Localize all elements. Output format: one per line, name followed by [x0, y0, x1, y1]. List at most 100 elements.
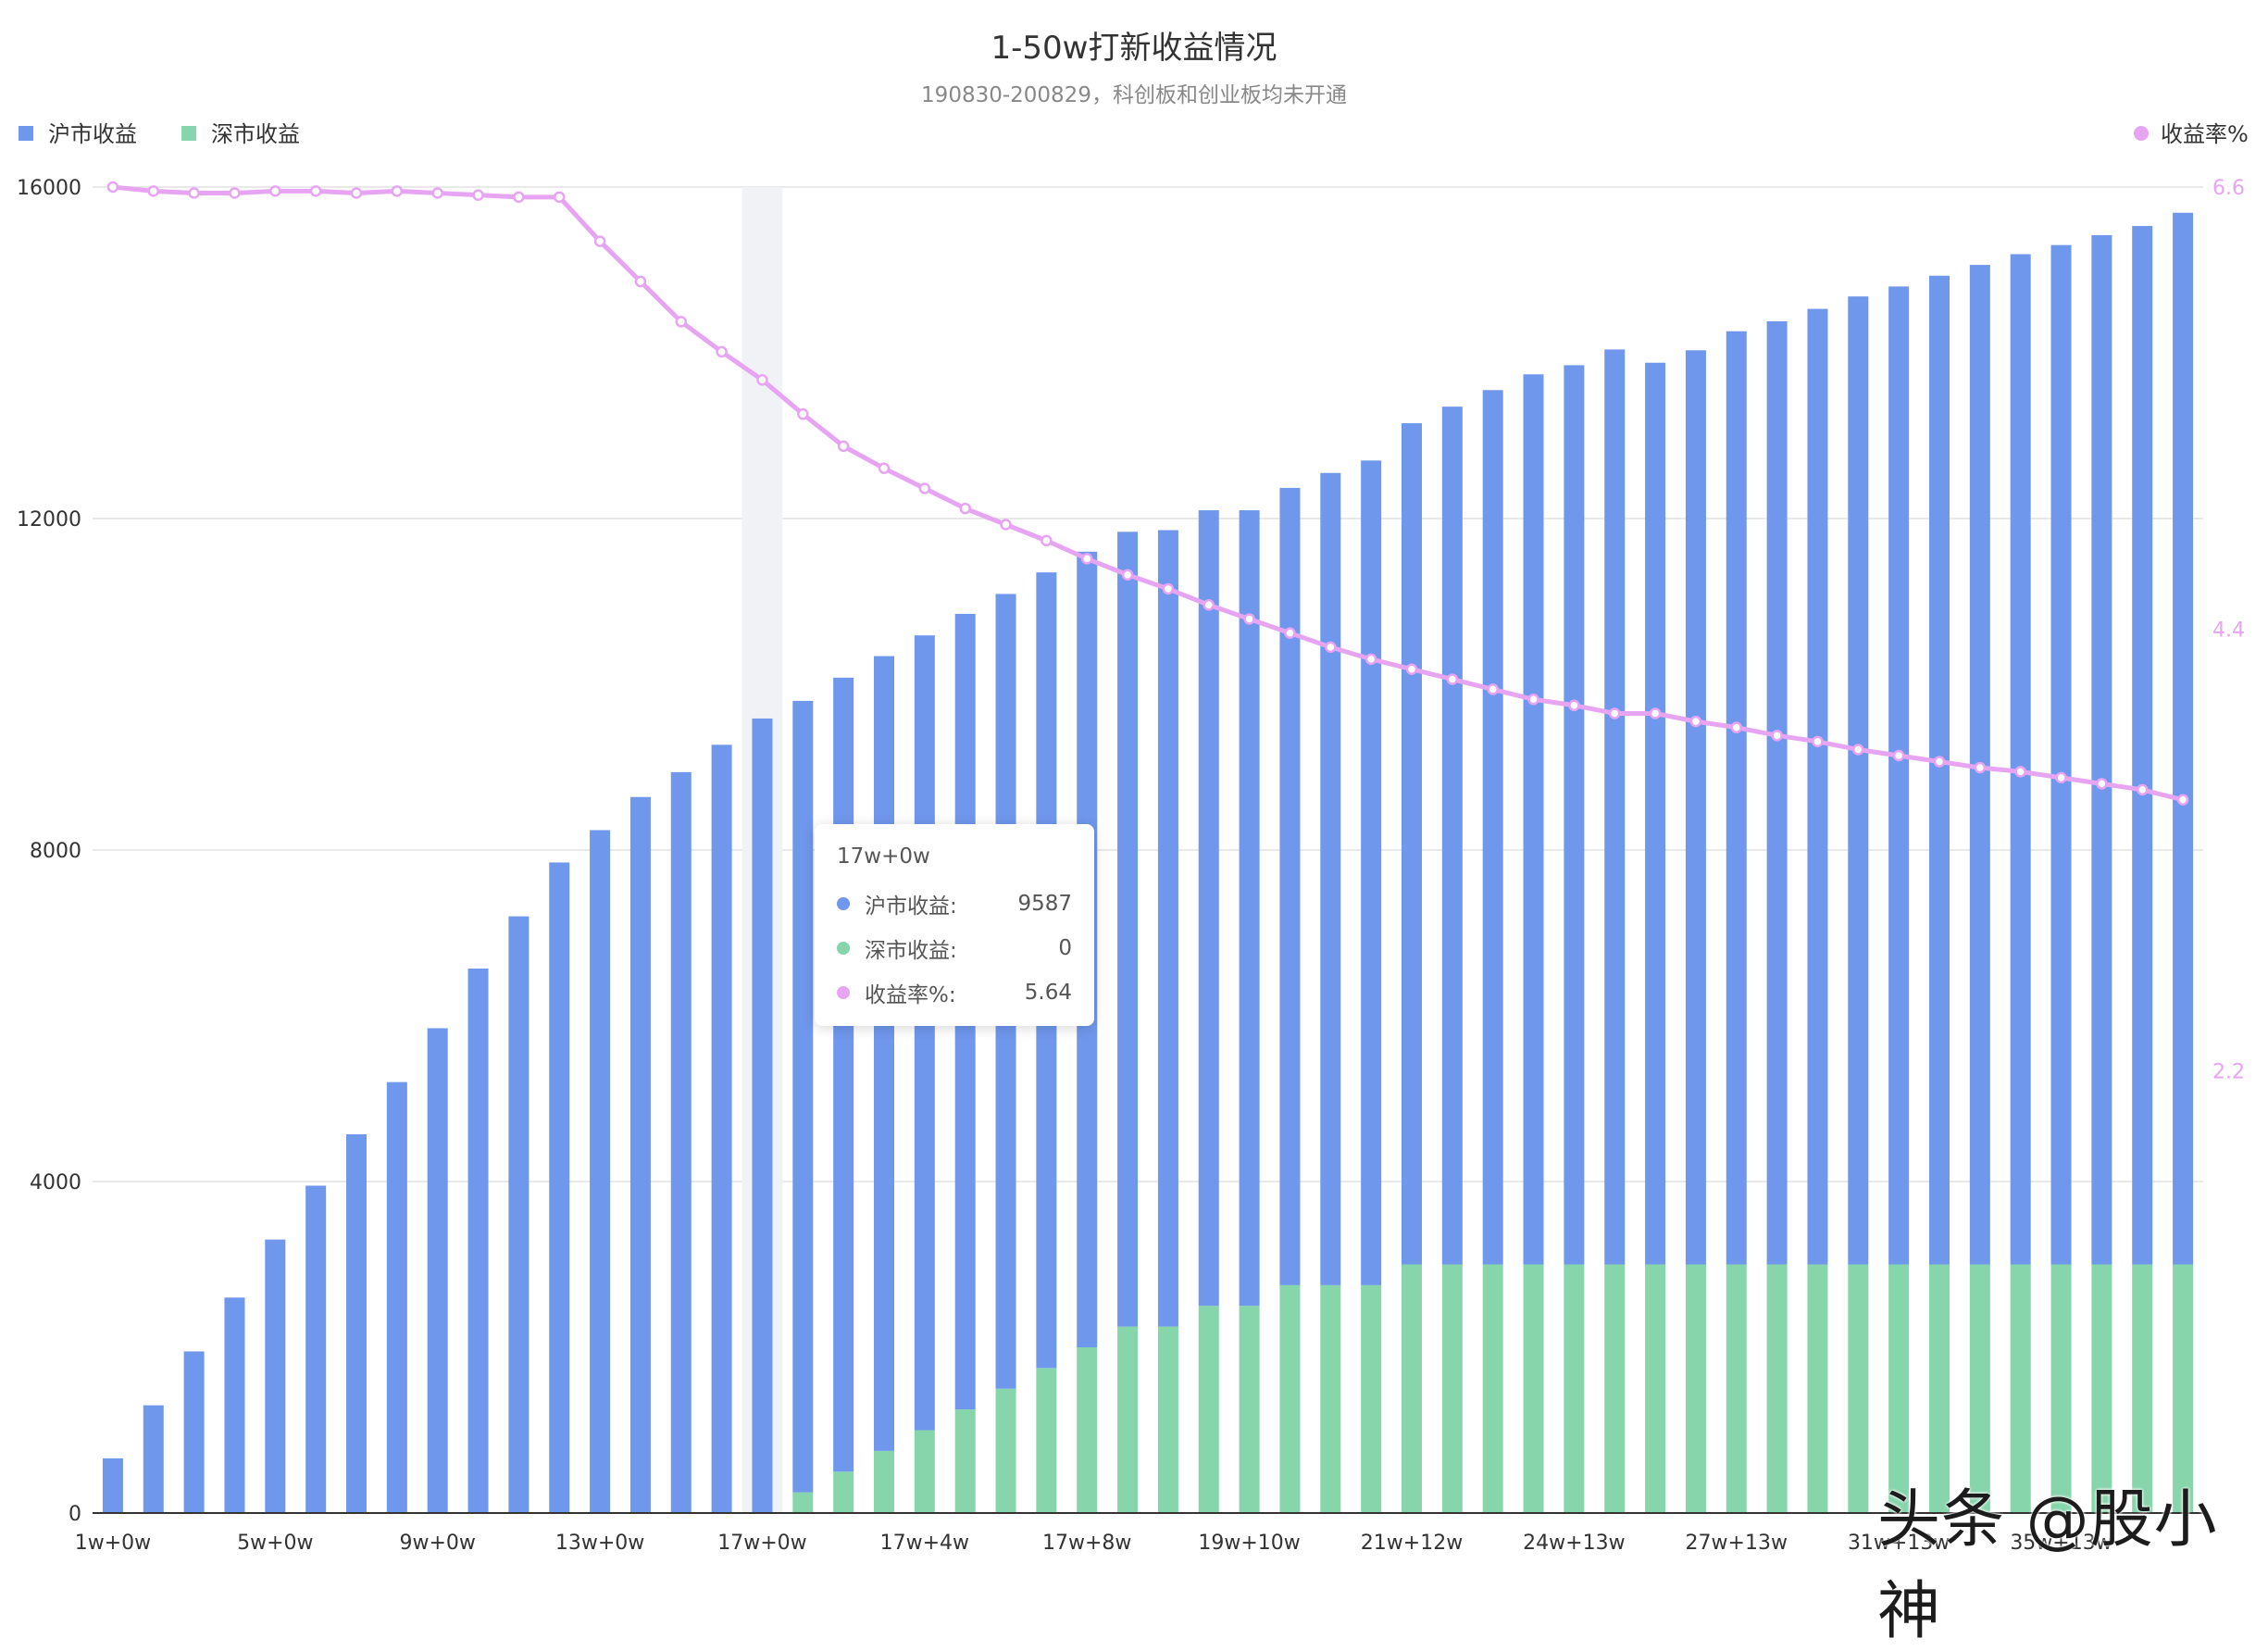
bar-sh[interactable] — [1402, 423, 1422, 1265]
rate-point[interactable] — [837, 440, 850, 453]
rate-point[interactable] — [350, 187, 363, 199]
rate-point[interactable] — [1365, 653, 1377, 666]
rate-point[interactable] — [756, 374, 768, 386]
bar-sh[interactable] — [670, 771, 692, 1513]
rate-point[interactable] — [1325, 641, 1337, 654]
bar-sh[interactable] — [1929, 275, 1950, 1265]
rate-point[interactable] — [309, 185, 322, 197]
bar-sh[interactable] — [305, 1185, 327, 1513]
bar-sh[interactable] — [265, 1239, 286, 1513]
rate-point[interactable] — [1203, 599, 1215, 611]
rate-point[interactable] — [797, 407, 809, 420]
bar-sh[interactable] — [2091, 234, 2112, 1265]
bar-sz[interactable] — [1157, 1326, 1178, 1513]
rate-point[interactable] — [229, 187, 241, 199]
bar-sh[interactable] — [2010, 254, 2031, 1265]
rate-point[interactable] — [1243, 613, 1255, 625]
bar-sz[interactable] — [1077, 1347, 1098, 1513]
legend-left[interactable]: 沪市收益 深市收益 — [19, 121, 300, 147]
bar-sz[interactable] — [1279, 1284, 1301, 1513]
bar-sh[interactable] — [2173, 212, 2194, 1265]
bar-sh[interactable] — [508, 916, 530, 1513]
bar-sz[interactable] — [2091, 1264, 2112, 1514]
rate-point[interactable] — [634, 275, 647, 288]
bar-sh[interactable] — [1239, 510, 1260, 1307]
rate-point[interactable] — [1284, 627, 1296, 639]
bar-sh[interactable] — [833, 677, 854, 1472]
legend-label-rate[interactable]: 收益率% — [2161, 121, 2249, 147]
rate-point[interactable] — [553, 191, 566, 204]
bar-sz[interactable] — [1402, 1264, 1422, 1514]
rate-point[interactable] — [1730, 721, 1743, 733]
rate-point[interactable] — [1121, 569, 1134, 582]
rate-point[interactable] — [959, 502, 971, 515]
bar-sh[interactable] — [1645, 362, 1666, 1265]
rate-point[interactable] — [188, 187, 200, 199]
bar-sh[interactable] — [1604, 349, 1626, 1265]
bar-sz[interactable] — [995, 1388, 1016, 1513]
bar-sh[interactable] — [467, 968, 489, 1513]
bar-sh[interactable] — [1361, 460, 1382, 1285]
bar-sh[interactable] — [102, 1457, 123, 1513]
rate-point[interactable] — [1162, 582, 1175, 595]
bar-sh[interactable] — [1685, 350, 1706, 1265]
bar-sz[interactable] — [2173, 1264, 2194, 1514]
bar-sz[interactable] — [874, 1450, 894, 1513]
bar-sh[interactable] — [1848, 296, 1869, 1265]
bar-sh[interactable] — [1320, 472, 1341, 1285]
bar-sh[interactable] — [1157, 530, 1178, 1327]
rate-point[interactable] — [1689, 715, 1702, 728]
rate-point[interactable] — [878, 462, 891, 475]
bar-sh[interactable] — [183, 1351, 205, 1513]
rate-point[interactable] — [431, 187, 443, 199]
rate-point[interactable] — [147, 185, 160, 197]
bar-sz[interactable] — [1036, 1368, 1057, 1513]
bar-sz[interactable] — [1117, 1326, 1139, 1513]
legend-right[interactable]: 收益率% — [2134, 121, 2249, 147]
bar-sz[interactable] — [2010, 1264, 2031, 1514]
legend-label-sz[interactable]: 深市收益 — [211, 121, 300, 147]
bar-sh[interactable] — [1564, 365, 1585, 1265]
rate-point[interactable] — [1568, 699, 1580, 712]
bar-sh[interactable] — [711, 744, 732, 1513]
bar-sh[interactable] — [346, 1133, 367, 1513]
bar-sz[interactable] — [792, 1492, 814, 1513]
bar-sh[interactable] — [752, 718, 773, 1513]
bar-sz[interactable] — [1198, 1306, 1219, 1513]
bar-sz[interactable] — [1523, 1264, 1544, 1514]
bar-sh[interactable] — [1766, 320, 1788, 1265]
legend-label-sh[interactable]: 沪市收益 — [48, 121, 137, 147]
rate-point[interactable] — [1933, 756, 1946, 768]
bar-sz[interactable] — [2132, 1264, 2153, 1514]
bar-sz[interactable] — [954, 1409, 976, 1513]
rate-point[interactable] — [1892, 749, 1905, 762]
rate-point[interactable] — [2136, 783, 2149, 796]
bar-sz[interactable] — [1361, 1284, 1382, 1513]
rate-point[interactable] — [593, 235, 606, 247]
rate-point[interactable] — [2055, 771, 2067, 784]
bar-sz[interactable] — [833, 1471, 854, 1513]
bar-sh[interactable] — [1807, 308, 1828, 1265]
rate-point[interactable] — [391, 185, 404, 197]
bar-sh[interactable] — [2132, 226, 2153, 1265]
bar-sh[interactable] — [1117, 532, 1139, 1327]
rate-point[interactable] — [1000, 519, 1012, 531]
bar-sh[interactable] — [590, 830, 611, 1513]
rate-point[interactable] — [513, 191, 525, 204]
rate-point[interactable] — [1487, 683, 1499, 695]
bar-sh[interactable] — [1888, 286, 1910, 1265]
rate-point[interactable] — [1974, 761, 1987, 774]
rate-point[interactable] — [1608, 707, 1621, 719]
bar-sz[interactable] — [1848, 1264, 1869, 1514]
rate-point[interactable] — [2176, 794, 2189, 807]
bar-sh[interactable] — [1279, 487, 1301, 1285]
bar-sh[interactable] — [874, 656, 894, 1451]
rate-point[interactable] — [1771, 730, 1783, 742]
rate-point[interactable] — [2096, 778, 2108, 790]
bar-sz[interactable] — [1726, 1264, 1747, 1514]
bar-sz[interactable] — [1685, 1264, 1706, 1514]
rate-point[interactable] — [1812, 735, 1824, 748]
bar-sz[interactable] — [1766, 1264, 1788, 1514]
bar-sz[interactable] — [1320, 1284, 1341, 1513]
bar-sz[interactable] — [1441, 1264, 1463, 1514]
